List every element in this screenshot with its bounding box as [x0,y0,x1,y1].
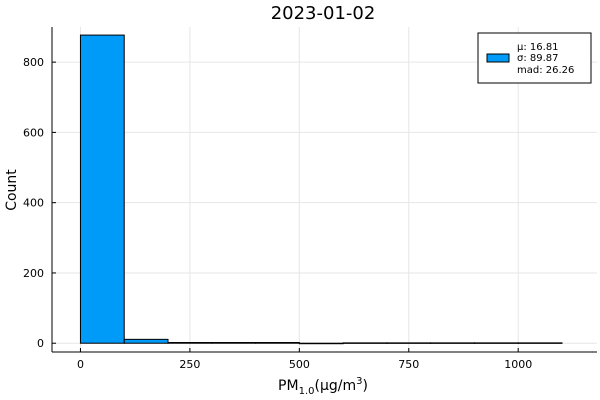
x-tick-label: 0 [77,358,84,371]
y-axis-label: Count [4,169,20,211]
x-tick-label: 750 [398,358,419,371]
histogram-bar [298,342,344,345]
histogram-bars [79,34,563,345]
x-axis-label-prefix: PM [278,378,299,394]
histogram-bar [123,338,169,344]
histogram-bar [342,342,388,344]
y-tick-label: 800 [23,56,44,69]
histogram-bar [517,342,563,344]
histogram-bar [79,34,125,344]
x-axis-label-suffix: ) [362,378,367,394]
tick-marks [52,61,519,352]
legend: μ: 16.81 σ: 89.87 mad: 26.26 [477,32,592,84]
x-axis-label-middle: (μg/m [314,378,356,394]
y-tick-labels: 0 200 400 600 800 [23,56,44,350]
x-axis-label-subscript: 1.0 [299,386,315,397]
histogram-bar [473,342,519,344]
x-tick-labels: 0 250 500 750 1000 [77,358,532,371]
chart-title: 2023-01-02 [271,3,376,24]
x-axis-label: PM1.0(μg/m3) [278,376,368,397]
histogram-bar [430,342,475,344]
legend-entry-stddev: σ: 89.87 [517,53,559,64]
axes [51,27,597,353]
x-tick-label: 250 [179,358,200,371]
histogram-bar [211,342,257,344]
x-tick-label: 1000 [504,358,532,371]
y-tick-label: 0 [37,337,44,350]
histogram-bar [386,342,432,344]
x-tick-label: 500 [289,358,310,371]
legend-entry-mad: mad: 26.26 [517,65,574,76]
y-tick-label: 600 [23,126,44,139]
legend-entry-mean: μ: 16.81 [517,42,559,53]
y-tick-label: 400 [23,197,44,210]
histogram-bar [255,342,300,344]
x-axis-label-superscript: 3 [356,376,362,387]
y-tick-label: 200 [23,267,44,280]
legend-swatch [486,53,510,63]
histogram-bar [167,342,213,344]
